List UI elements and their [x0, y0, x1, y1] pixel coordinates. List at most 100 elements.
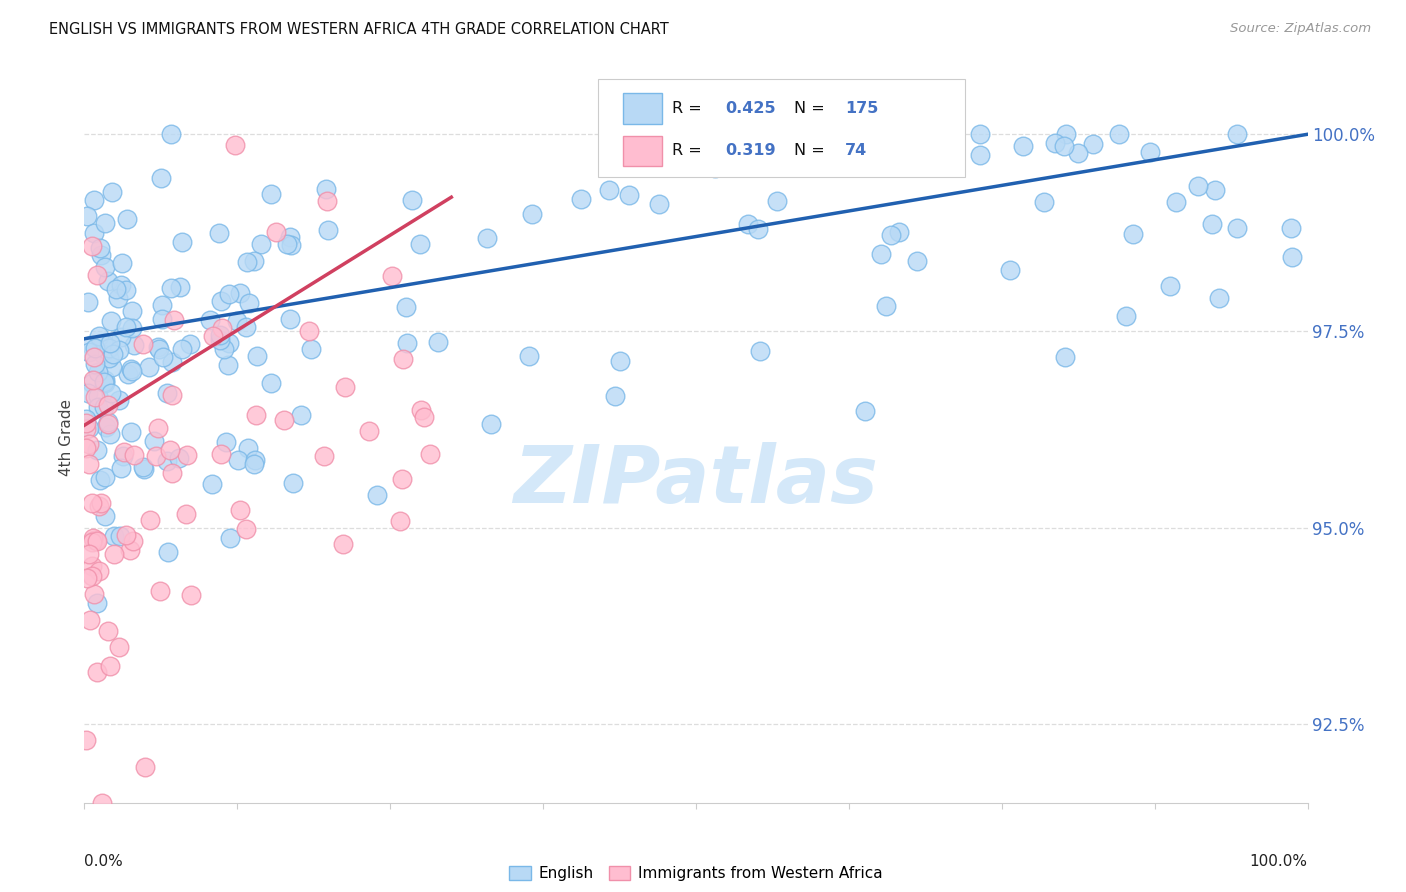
- Point: [82, 532, 104, 546]
- Point: [93, 400, 115, 414]
- Point: [242, 254, 264, 268]
- Point: [110, 278, 132, 293]
- Point: [1226, 128, 1249, 142]
- Point: [115, 212, 138, 227]
- Point: [905, 253, 928, 268]
- Point: [105, 283, 128, 297]
- Point: [138, 359, 160, 374]
- Point: [316, 222, 339, 236]
- Point: [226, 314, 249, 328]
- Text: ENGLISH VS IMMIGRANTS FROM WESTERN AFRICA 4TH GRADE CORRELATION CHART: ENGLISH VS IMMIGRANTS FROM WESTERN AFRIC…: [49, 22, 669, 37]
- Point: [236, 254, 259, 268]
- Point: [148, 342, 170, 356]
- Point: [211, 321, 233, 335]
- Point: [160, 388, 183, 402]
- Point: [97, 398, 120, 412]
- Point: [357, 424, 380, 438]
- Point: [98, 426, 121, 441]
- Point: [121, 364, 143, 378]
- Point: [870, 247, 893, 261]
- Point: [139, 513, 162, 527]
- FancyBboxPatch shape: [598, 78, 965, 178]
- Point: [80, 376, 103, 390]
- Point: [132, 337, 155, 351]
- Point: [80, 338, 103, 352]
- Text: 74: 74: [845, 144, 868, 159]
- Point: [86, 268, 108, 282]
- Point: [86, 534, 108, 549]
- Point: [112, 449, 135, 463]
- Point: [218, 531, 240, 545]
- Point: [245, 409, 267, 423]
- FancyBboxPatch shape: [623, 94, 662, 124]
- Point: [209, 447, 232, 461]
- Point: [737, 217, 759, 231]
- Point: [160, 354, 183, 368]
- Point: [1204, 183, 1226, 197]
- Point: [100, 314, 122, 328]
- Text: ZIPatlas: ZIPatlas: [513, 442, 879, 520]
- Point: [96, 417, 118, 432]
- Text: 175: 175: [845, 102, 879, 116]
- Point: [522, 207, 544, 221]
- Point: [86, 442, 108, 457]
- Point: [366, 488, 388, 502]
- Point: [1115, 309, 1137, 323]
- Point: [238, 296, 260, 310]
- Point: [598, 183, 620, 197]
- Point: [76, 571, 98, 585]
- Point: [648, 197, 671, 211]
- Point: [101, 185, 124, 199]
- Point: [90, 796, 112, 810]
- Point: [93, 375, 115, 389]
- Point: [1226, 221, 1249, 235]
- Point: [391, 472, 413, 486]
- Text: R =: R =: [672, 102, 706, 116]
- Point: [969, 128, 991, 142]
- Point: [146, 421, 169, 435]
- Point: [149, 584, 172, 599]
- Point: [872, 145, 894, 160]
- Point: [427, 334, 450, 349]
- Text: 100.0%: 100.0%: [1250, 854, 1308, 869]
- Point: [260, 376, 283, 390]
- Point: [100, 386, 122, 401]
- Point: [82, 559, 104, 574]
- Point: [392, 351, 415, 366]
- Point: [120, 543, 142, 558]
- Point: [107, 291, 129, 305]
- Point: [180, 588, 202, 602]
- Point: [703, 161, 725, 175]
- Point: [880, 227, 903, 242]
- Point: [157, 545, 180, 559]
- Point: [401, 193, 423, 207]
- Point: [93, 373, 115, 387]
- Point: [198, 313, 221, 327]
- Point: [87, 564, 110, 578]
- Point: [84, 533, 107, 548]
- Point: [1166, 195, 1188, 210]
- Point: [100, 658, 122, 673]
- Point: [875, 298, 897, 312]
- Point: [94, 470, 117, 484]
- Point: [91, 336, 114, 351]
- Point: [1011, 138, 1033, 153]
- Point: [121, 321, 143, 335]
- Point: [103, 529, 125, 543]
- Point: [97, 415, 120, 429]
- Point: [160, 466, 183, 480]
- Point: [246, 349, 269, 363]
- Point: [278, 229, 301, 244]
- Point: [163, 313, 186, 327]
- Point: [280, 238, 302, 252]
- Point: [1159, 279, 1181, 293]
- Point: [76, 441, 98, 455]
- Point: [149, 170, 172, 185]
- Point: [115, 320, 138, 334]
- Point: [748, 344, 770, 359]
- Text: 0.0%: 0.0%: [84, 854, 124, 869]
- Point: [83, 586, 105, 600]
- Point: [765, 194, 787, 208]
- Point: [605, 389, 627, 403]
- Point: [108, 343, 131, 357]
